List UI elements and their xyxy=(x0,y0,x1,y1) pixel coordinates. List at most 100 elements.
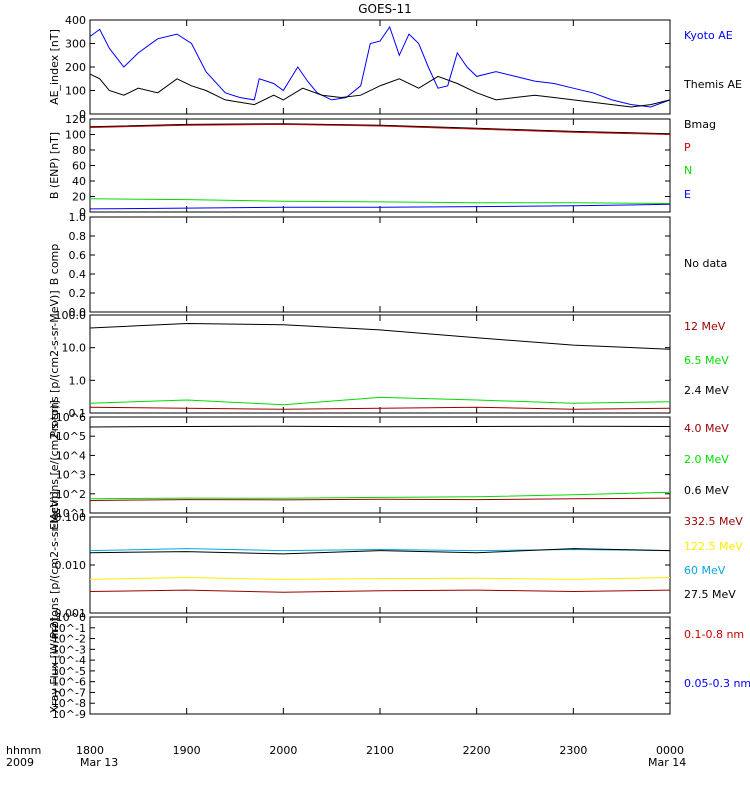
x-tick-label: 1900 xyxy=(173,744,201,757)
y-tick-label: 10^1 xyxy=(56,507,86,520)
legend-entry: 27.5 MeV xyxy=(684,588,736,601)
series-line xyxy=(89,589,671,593)
y-tick-label: 0.6 xyxy=(69,249,87,262)
x-tick-label: 2200 xyxy=(463,744,491,757)
y-axis-label: Electrons [e/(cm2-s-sr)] xyxy=(48,400,61,530)
legend-entry: 4.0 MeV xyxy=(684,422,729,435)
y-tick-label: 10^4 xyxy=(56,449,86,462)
y-tick-label: 100 xyxy=(65,85,86,98)
y-tick-label: 0.2 xyxy=(69,287,87,300)
legend-entry: 122.5 MeV xyxy=(684,540,743,553)
legend-entry: Bmag xyxy=(684,118,716,131)
y-tick-label: 1.0 xyxy=(69,374,87,387)
time-axis-end-date: Mar 14 xyxy=(648,756,686,769)
y-tick-label: 10.0 xyxy=(62,342,87,355)
y-tick-label: 0.010 xyxy=(55,559,87,572)
legend-entry: 2.4 MeV xyxy=(684,384,729,397)
y-tick-label: 10^-7 xyxy=(52,686,86,699)
panel-frame xyxy=(89,216,671,313)
y-tick-label: 10^-1 xyxy=(52,622,86,635)
legend-entry: 60 MeV xyxy=(684,564,726,577)
series-line xyxy=(89,396,671,406)
y-tick-label: 0 xyxy=(79,108,86,121)
y-tick-label: 40 xyxy=(72,175,86,188)
y-tick-label: 0.4 xyxy=(69,268,87,281)
legend-entry: 0.6 MeV xyxy=(684,484,729,497)
legend-entry: Kyoto AE xyxy=(684,29,733,42)
y-tick-label: 0.8 xyxy=(69,230,87,243)
chart-title: GOES-11 xyxy=(358,2,412,16)
y-tick-label: 100 xyxy=(65,129,86,142)
y-tick-label: 20 xyxy=(72,191,86,204)
x-tick-label: 2100 xyxy=(366,744,394,757)
legend-entry: 332.5 MeV xyxy=(684,515,743,528)
time-axis-start-date: Mar 13 xyxy=(80,756,118,769)
series-line xyxy=(89,576,671,580)
time-axis-caption-year: 2009 xyxy=(6,756,34,769)
y-tick-label: 10^-4 xyxy=(52,654,86,667)
legend-entry: 2.0 MeV xyxy=(684,453,729,466)
y-axis-label: Protons [p/(cm2-s-sr-MeV)] xyxy=(48,290,61,437)
y-tick-label: 0.1 xyxy=(69,407,87,420)
series-line xyxy=(89,203,671,210)
legend-entry: 0.1-0.8 nm xyxy=(684,628,744,641)
legend-entry: N xyxy=(684,164,692,177)
no-data-text: No data xyxy=(684,257,727,270)
y-tick-label: 60 xyxy=(72,160,86,173)
legend-entry: 12 MeV xyxy=(684,320,726,333)
series-line xyxy=(89,123,671,135)
y-tick-label: 10^-9 xyxy=(52,708,86,721)
series-line xyxy=(89,406,671,410)
y-tick-label: 300 xyxy=(65,38,86,51)
y-tick-label: 80 xyxy=(72,144,86,157)
series-line xyxy=(89,548,671,555)
time-axis-caption-hhmm: hhmm xyxy=(6,744,41,757)
y-tick-label: 400 xyxy=(65,14,86,27)
legend-entry: Themis AE xyxy=(683,78,742,91)
legend-entry: P xyxy=(684,141,691,154)
y-tick-label: 10^6 xyxy=(56,411,86,424)
legend-entry: 6.5 MeV xyxy=(684,354,729,367)
y-tick-label: 1.0 xyxy=(69,211,87,224)
y-tick-label: 0.001 xyxy=(55,607,87,620)
y-tick-label: 120 xyxy=(65,113,86,126)
series-line xyxy=(89,425,671,428)
y-tick-label: 10^3 xyxy=(56,469,86,482)
y-tick-label: 10^-5 xyxy=(52,665,86,678)
series-line xyxy=(89,497,671,501)
series-line xyxy=(89,491,671,500)
panel-frame xyxy=(89,616,671,715)
x-tick-label: 2300 xyxy=(559,744,587,757)
x-tick-label: 0000 xyxy=(656,744,684,757)
series-line xyxy=(89,322,671,350)
legend-entry: 0.05-0.3 nm xyxy=(684,677,750,690)
y-tick-label: 10^-3 xyxy=(52,643,86,656)
y-tick-label: 100.0 xyxy=(55,309,87,322)
panel-frame xyxy=(89,516,671,614)
x-tick-label: 2000 xyxy=(269,744,297,757)
y-axis-label: B (ENP) [nT] xyxy=(48,132,61,199)
y-tick-label: 10^-8 xyxy=(52,697,86,710)
y-tick-label: 10^-2 xyxy=(52,633,86,646)
y-tick-label: 0 xyxy=(79,206,86,219)
y-tick-label: 10^-6 xyxy=(52,676,86,689)
y-tick-label: 10^0 xyxy=(56,611,86,624)
y-tick-label: 0.100 xyxy=(55,511,87,524)
series-line xyxy=(89,123,671,135)
series-line xyxy=(89,25,671,108)
series-line xyxy=(89,73,671,108)
y-axis-label: Xray Flux [W/m2] xyxy=(48,617,61,713)
y-axis-label: Protons [p/(cm2-s-sr-MeV)] xyxy=(48,491,61,638)
y-axis-label: B comp xyxy=(48,244,61,286)
panel-frame xyxy=(89,118,671,213)
series-line xyxy=(89,548,671,552)
legend-entry: E xyxy=(684,188,691,201)
y-tick-label: 200 xyxy=(65,61,86,74)
series-line xyxy=(89,198,671,204)
y-tick-label: 0.0 xyxy=(69,306,87,319)
x-tick-label: 1800 xyxy=(76,744,104,757)
y-tick-label: 10^5 xyxy=(56,430,86,443)
y-axis-label: AE_index [nT] xyxy=(48,29,61,105)
